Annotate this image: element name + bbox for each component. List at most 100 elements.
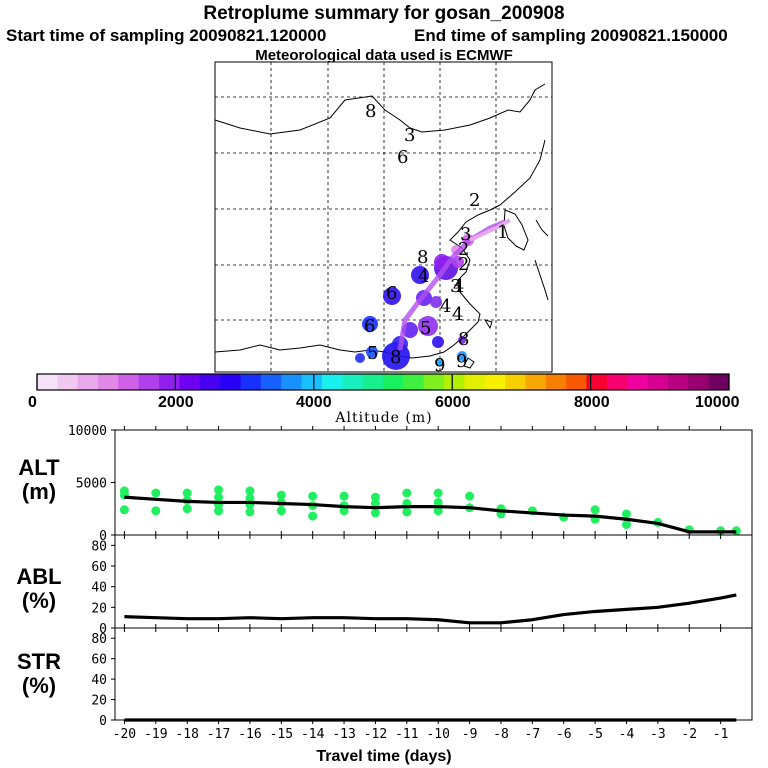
colorbar-swatch [627,374,649,390]
day-marker: 3 [404,125,415,146]
colorbar-swatch [484,374,506,390]
plume-cluster [458,336,466,344]
cluster-point [245,493,255,503]
y-tick-label: 0 [99,714,107,729]
cluster-point [245,486,255,496]
colorbar-swatch [118,374,140,390]
x-tick-label: -1 [713,727,729,742]
colorbar-swatch [240,374,262,390]
day-marker: 6 [397,147,408,168]
x-tick-label: -10 [426,727,449,742]
plume-cluster [436,358,444,366]
y-tick-label: 5000 [76,477,107,492]
colorbar-swatch [281,374,303,390]
colorbar-tick-label: 6000 [435,394,471,411]
cluster-point [182,488,192,498]
day-marker: 3 [450,276,461,297]
colorbar-swatch [606,374,628,390]
y-tick-label: 20 [91,694,107,709]
x-tick-label: -12 [364,727,387,742]
colorbar-swatch [321,374,343,390]
colorbar-tick-label: 8000 [574,394,610,411]
colorbar-swatch [464,374,486,390]
cluster-point [214,506,224,516]
cluster-point [214,485,224,495]
colorbar-swatch [37,374,58,390]
cluster-point [182,504,192,514]
colorbar-swatch [159,374,180,390]
colorbar-swatch [57,374,79,390]
x-tick-label: -9 [462,727,478,742]
panel-frame [114,534,753,629]
colorbar-swatch [260,374,282,390]
day-marker: 8 [390,347,401,368]
colorbar-swatch [77,374,99,390]
y-tick-label: 60 [91,653,107,668]
day-marker: 6 [386,283,397,304]
day-marker: 4 [418,266,429,287]
day-marker: 5 [420,318,431,339]
day-marker: 2 [469,190,480,211]
x-axis-label: Travel time (days) [316,748,452,765]
day-marker: 4 [440,296,451,317]
cluster-point [621,509,631,519]
colorbar-swatch [647,374,669,390]
plume-track [397,219,506,351]
plume-cluster [366,346,378,358]
cluster-point [433,506,443,516]
y-tick-label: 60 [91,560,107,575]
cluster-point [370,499,380,508]
day-marker: 1 [497,222,508,243]
colorbar-swatch [525,374,547,390]
cluster-point [433,488,443,498]
cluster-point [276,506,286,516]
start-time-label: Start time of sampling 20090821.120000 [6,26,327,45]
cluster-point [119,505,129,515]
plume-cluster [355,353,365,363]
cluster-point [402,507,412,517]
plume-track [469,218,512,242]
cluster-point [370,492,380,502]
abl-panel-label: ABL (%) [16,564,62,613]
colorbar-tick-label: 10000 [695,394,740,411]
day-marker: 4 [452,304,463,325]
x-tick-label: -5 [587,727,603,742]
str-panel-label: STR (%) [17,649,61,698]
x-tick-label: -6 [556,727,572,742]
alt-panel: 0 5000 10000 [68,424,753,544]
series-line [124,495,737,534]
plume-cluster [452,256,464,268]
day-marker: 8 [417,247,428,268]
colorbar-tick-label: 4000 [296,394,332,411]
cluster-point [214,492,224,502]
cluster-point [308,511,318,521]
x-tick-label: -14 [301,727,325,742]
y-tick-label: 80 [91,632,107,647]
x-tick-label: -11 [395,727,418,742]
cluster-point [245,507,255,517]
colorbar-tick-label: 2000 [158,394,194,411]
y-tick-label: 0 [99,529,107,544]
colorbar-swatch [179,374,201,390]
day-marker: 8 [365,101,376,122]
colorbar-swatch [301,374,323,390]
x-tick-label: -17 [207,727,230,742]
plume-cluster [418,316,438,336]
cluster-point [433,497,443,507]
day-marker: 8 [458,329,469,350]
end-time-label: End time of sampling 20090821.150000 [414,26,728,45]
colorbar-swatch [667,374,689,390]
plume-cluster [362,316,378,332]
colorbar-swatch [423,374,445,390]
cluster-point [402,488,412,498]
plume-cluster [457,351,467,361]
cluster-point [339,506,349,516]
colorbar-tick-label: 0 [28,394,37,411]
y-tick-label: 10000 [68,424,107,439]
x-tick-label: -15 [270,727,293,742]
colorbar-swatch [342,374,364,390]
colorbar-swatch [688,374,710,390]
cluster-point [151,506,161,516]
